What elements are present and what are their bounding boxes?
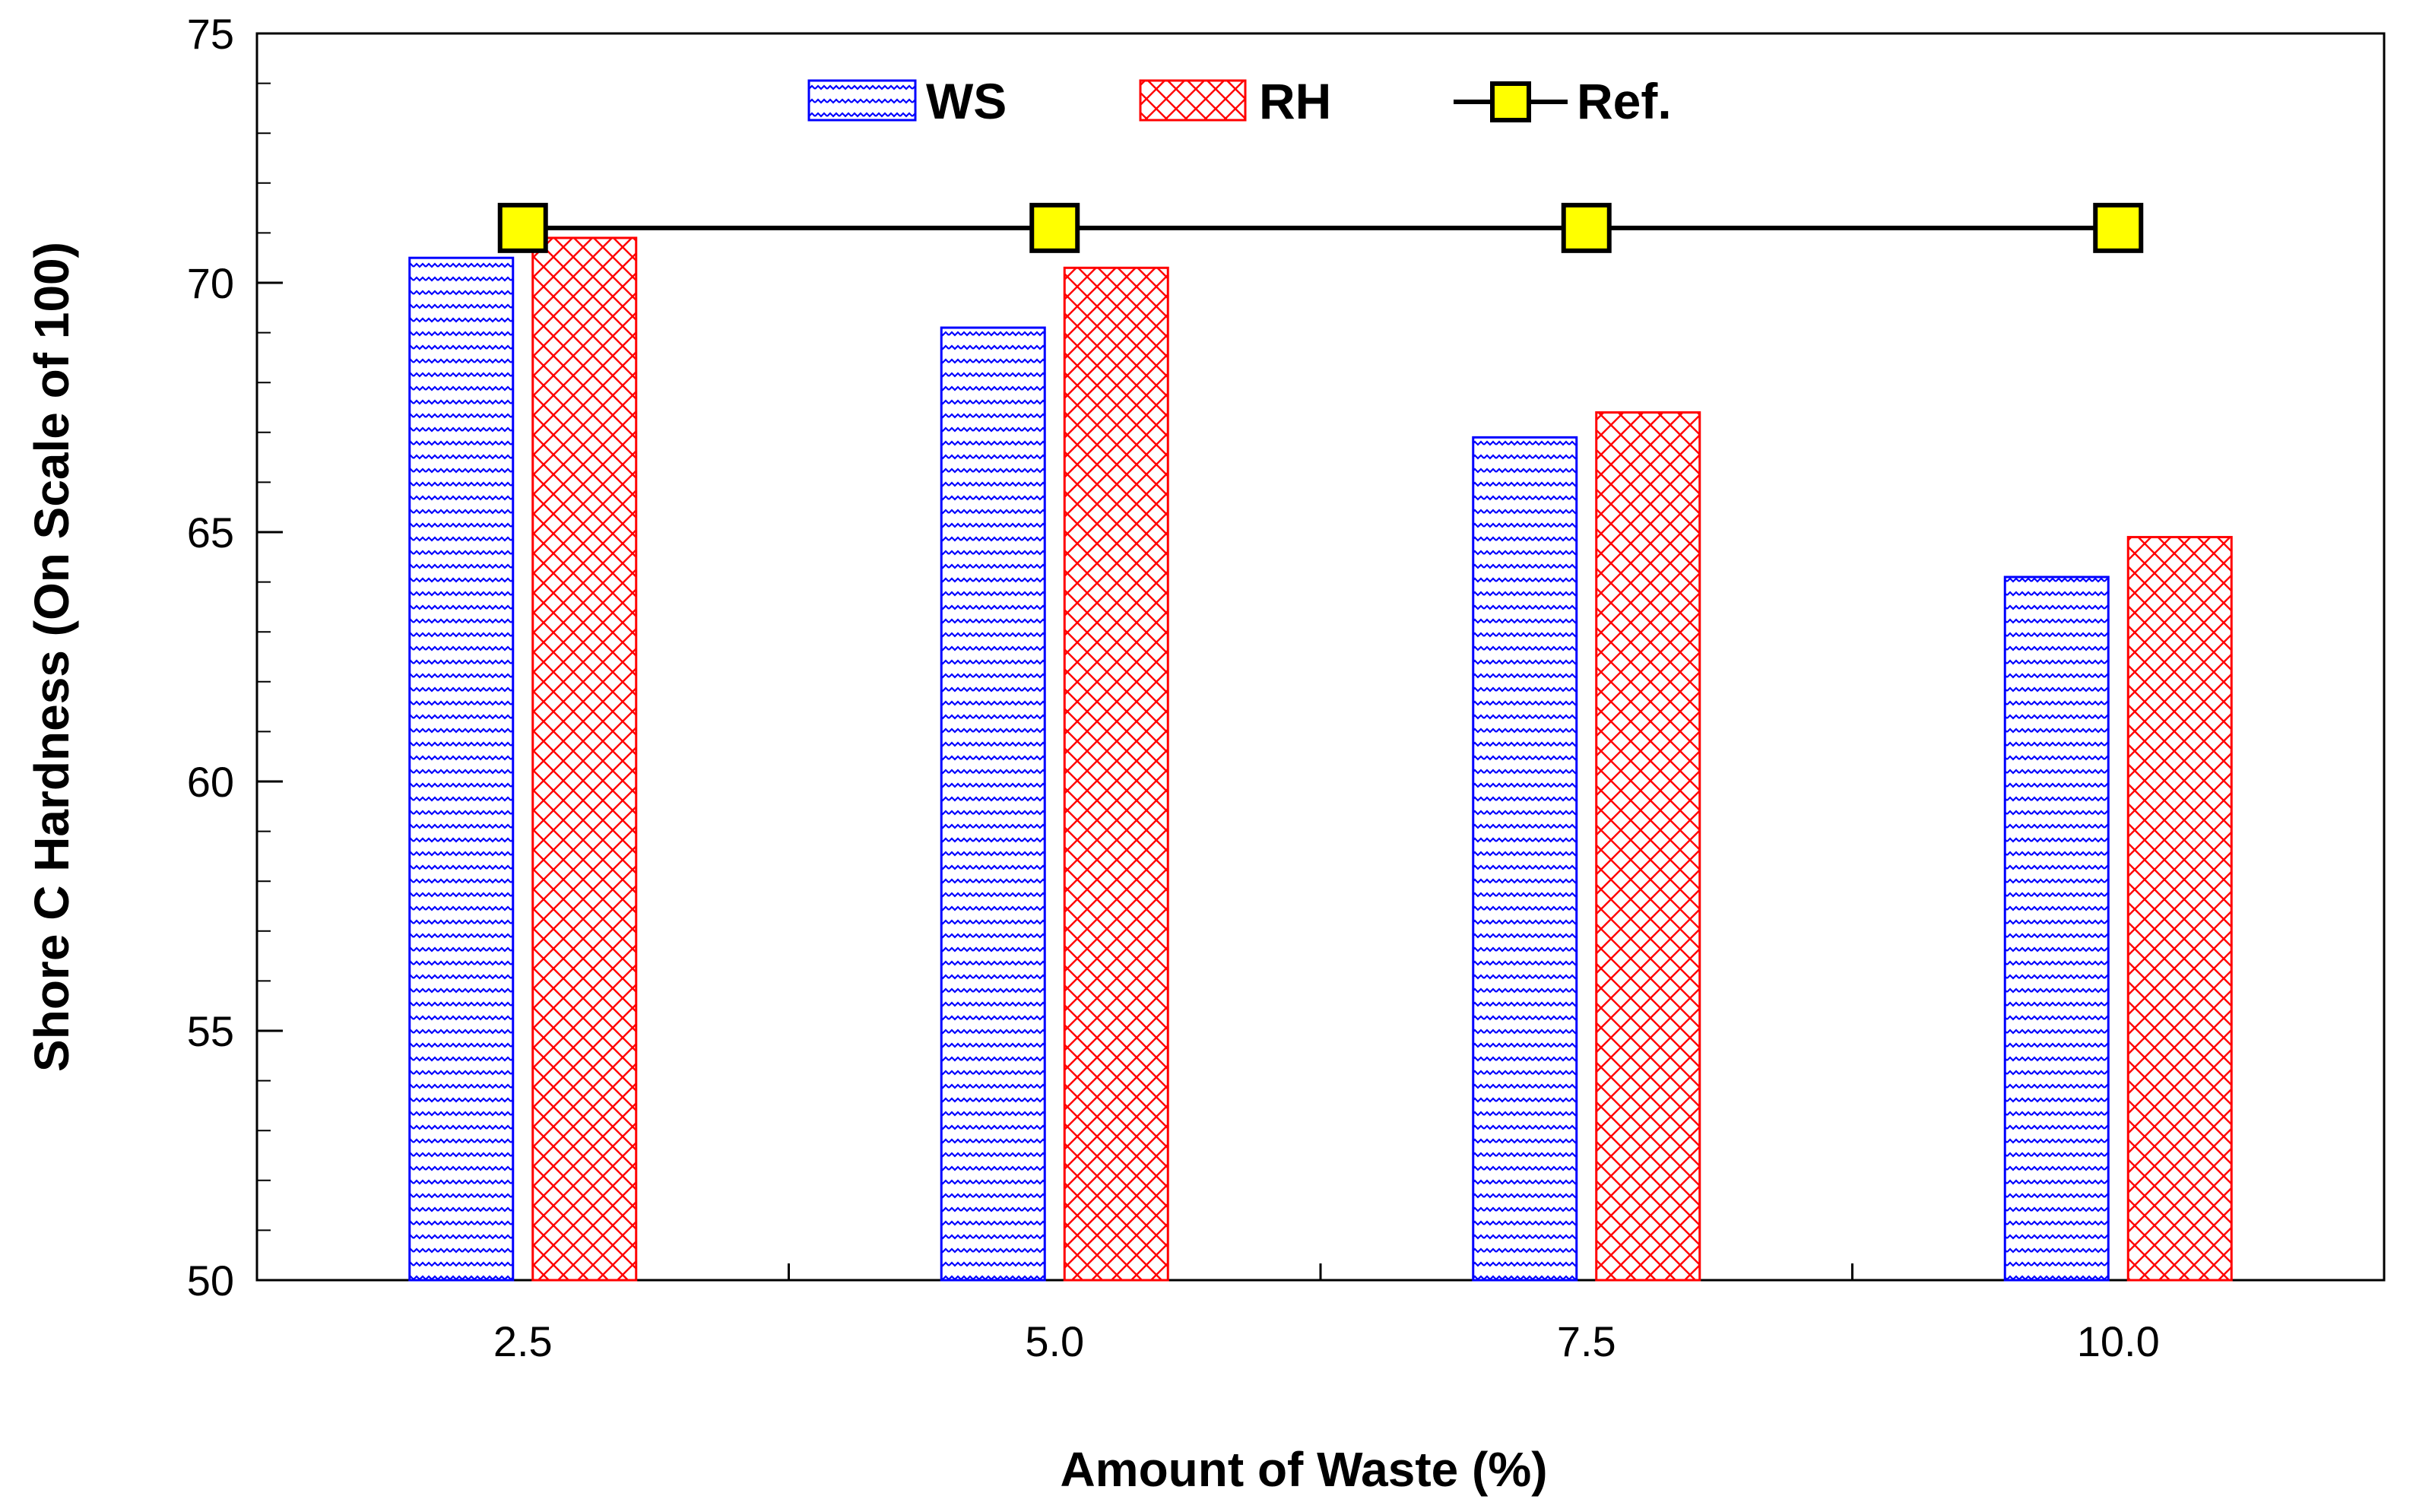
bar-ws-2-5 (408, 256, 515, 1282)
y-minor-ticks (257, 82, 271, 1231)
legend-ref-label: Ref. (1577, 73, 1672, 129)
bar-ws-10-0 (2003, 575, 2110, 1282)
ref-series (497, 202, 2144, 253)
bar-ws-5-0 (940, 326, 1046, 1282)
y-tick-label: 75 (187, 10, 234, 58)
y-axis-ticks: 50 55 60 65 70 75 (187, 10, 283, 1304)
legend-ref-marker (1490, 81, 1531, 122)
legend: WS RH Ref. (807, 73, 1672, 129)
x-axis-ticks: 2.5 5.0 7.5 10.0 (493, 1263, 2160, 1365)
legend-ws-label: WS (926, 73, 1007, 129)
bars (408, 236, 2233, 1282)
ref-marker-10-0 (2093, 202, 2144, 253)
ref-marker-7-5 (1561, 202, 1612, 253)
bar-ws-7-5 (1472, 436, 1578, 1282)
x-tick-label: 5.0 (1025, 1317, 1084, 1365)
legend-rh-label: RH (1259, 73, 1331, 129)
ref-marker-2-5 (497, 202, 548, 253)
bar-rh-7-5 (1595, 411, 1701, 1282)
y-tick-label: 50 (187, 1257, 234, 1304)
y-axis-title: Shore C Hardness (On Scale of 100) (24, 242, 79, 1072)
bar-rh-10-0 (2126, 536, 2233, 1282)
y-tick-label: 55 (187, 1007, 234, 1055)
y-tick-label: 65 (187, 509, 234, 556)
x-axis-title: Amount of Waste (%) (1060, 1442, 1547, 1497)
bar-rh-2-5 (531, 236, 638, 1282)
y-tick-label: 70 (187, 259, 234, 307)
bar-rh-5-0 (1063, 266, 1169, 1282)
legend-rh-swatch (1139, 79, 1247, 122)
x-tick-label: 2.5 (493, 1317, 553, 1365)
y-tick-label: 60 (187, 758, 234, 806)
ref-marker-5-0 (1029, 202, 1080, 253)
x-tick-label: 7.5 (1557, 1317, 1616, 1365)
legend-ws-swatch (807, 79, 917, 122)
x-tick-label: 10.0 (2077, 1317, 2160, 1365)
